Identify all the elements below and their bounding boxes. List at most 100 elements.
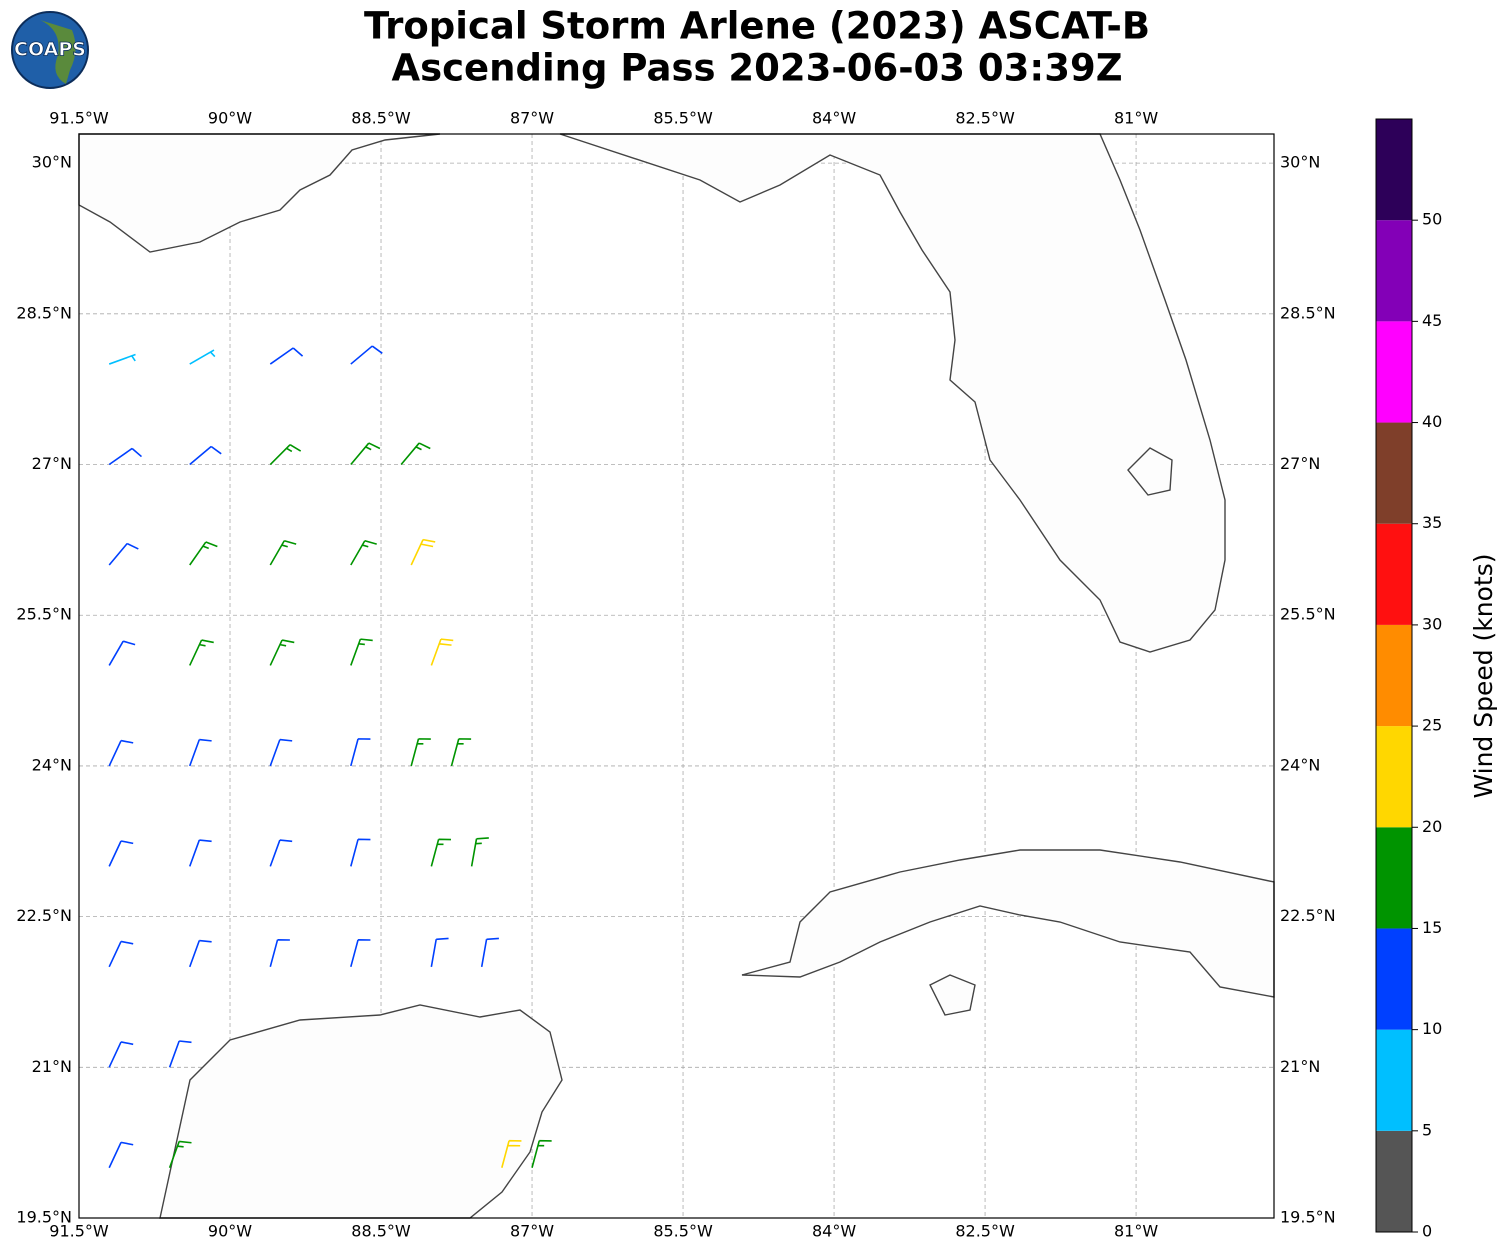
isla-juventud [929,974,976,1016]
colorbar-bin [1376,726,1412,828]
y-tick-label: 24°N [1280,755,1320,774]
y-tick-label: 30°N [1280,153,1320,172]
x-tick-label: 82.5°W [955,1222,1015,1241]
logo: COAPS [11,11,89,89]
y-tick-label: 28.5°N [16,303,72,322]
colorbar-bin [1376,220,1412,322]
colorbar-tick-label: 30 [1422,614,1442,633]
wind-barb [188,738,212,767]
colorbar-bin [1376,1130,1412,1232]
colorbar: 0 5 10 15 20 25 30 35 40 45 50 [1375,118,1442,1241]
colorbar-bin [1376,1029,1412,1131]
y-tick-label: 27°N [1280,454,1320,473]
y-tick-label: 21°N [1280,1057,1320,1076]
x-tick-label: 90°W [208,109,252,128]
colorbar-tick-label: 20 [1422,817,1442,836]
colorbar-bin [1376,827,1412,929]
wind-barb [350,442,381,466]
x-tick-label: 91.5°W [49,109,109,128]
wind-barb [470,837,489,867]
wind-barb [189,639,214,666]
colorbar-label: Wind Speed (knots) [1469,553,1498,798]
wind-barb [269,444,302,466]
wind-barb [501,1139,522,1168]
wind-barb [108,542,139,566]
colorbar-tick-label: 15 [1422,918,1442,937]
wind-barb [269,347,304,365]
colorbar-bin [1376,422,1412,524]
colorbar-frame [1375,118,1413,1233]
wind-barb [350,938,371,968]
wind-barb [108,640,136,666]
wind-barb [350,838,371,867]
x-tick-label: 84°W [812,1222,856,1241]
colorbar-tick-label: 50 [1422,210,1442,229]
wind-barb [430,838,451,867]
wind-barb [188,839,212,867]
y-tick-label: 25.5°N [16,605,72,624]
coastlines [78,133,1275,1219]
colorbar-bin [1376,928,1412,1030]
wind-barb [480,937,499,967]
x-tick-label: 84°W [812,109,856,128]
colorbar-bin [1376,119,1412,221]
y-tick-label: 22.5°N [16,906,72,925]
wind-barb [188,939,212,968]
colorbar-tick-label: 45 [1422,311,1442,330]
wind-barb [531,1139,552,1168]
x-tick-label: 90°W [208,1222,252,1241]
yucatan [159,1004,563,1219]
wind-barb [269,738,293,767]
wind-barb [350,738,371,767]
barbs [108,345,552,1169]
wind-barb [269,539,297,566]
wind-barb [269,839,293,867]
logo-text: COAPS [14,39,86,61]
colorbar-bin [1376,523,1412,625]
x-tick-label: 88.5°W [351,109,411,128]
colorbar-tick-label: 25 [1422,716,1442,735]
wind-barb [410,538,436,566]
wind-barb [108,447,143,466]
wind-barb [430,638,454,666]
y-tick-label: 19.5°N [16,1208,72,1227]
logo-land [40,20,76,84]
subtitle: Ascending Pass 2023-06-03 03:39Z [391,47,1122,90]
wind-barb [168,1040,192,1068]
x-tick-label: 82.5°W [955,109,1015,128]
colorbar-tick-label: 5 [1422,1120,1432,1139]
y-tick-label: 22.5°N [1280,906,1336,925]
gulf-coast [78,133,441,253]
wind-barb [108,739,134,767]
florida [559,133,1226,653]
colorbar-tick-label: 40 [1422,412,1442,431]
colorbar-tick-label: 35 [1422,513,1442,532]
y-tick-label: 25.5°N [1280,605,1336,624]
colorbar-bin [1376,321,1412,423]
wind-barb [189,349,216,365]
wind-barb [350,539,377,566]
wind-barb [400,442,431,466]
y-tick-label: 21°N [32,1057,72,1076]
y-tick-label: 27°N [32,454,72,473]
y-tick-label: 19.5°N [1280,1208,1336,1227]
wind-barb [189,541,218,566]
wind-barb [450,738,472,767]
x-tick-label: 81°W [1114,109,1158,128]
wind-barb [269,938,290,968]
y-tick-label: 24°N [32,755,72,774]
wind-barb [350,638,373,666]
colorbar-bin [1376,624,1412,727]
x-tick-label: 81°W [1114,1222,1158,1241]
wind-barb [108,840,134,867]
title: Tropical Storm Arlene (2023) ASCAT-B [364,5,1150,48]
lake-okeechobee [1127,447,1173,496]
x-tick-label: 85.5°W [653,1222,713,1241]
y-tick-label: 28.5°N [1280,303,1336,322]
colorbar-tick-label: 0 [1422,1222,1432,1241]
wind-barb [410,738,431,767]
wind-barb [269,639,295,666]
y-tick-label: 30°N [32,153,72,172]
